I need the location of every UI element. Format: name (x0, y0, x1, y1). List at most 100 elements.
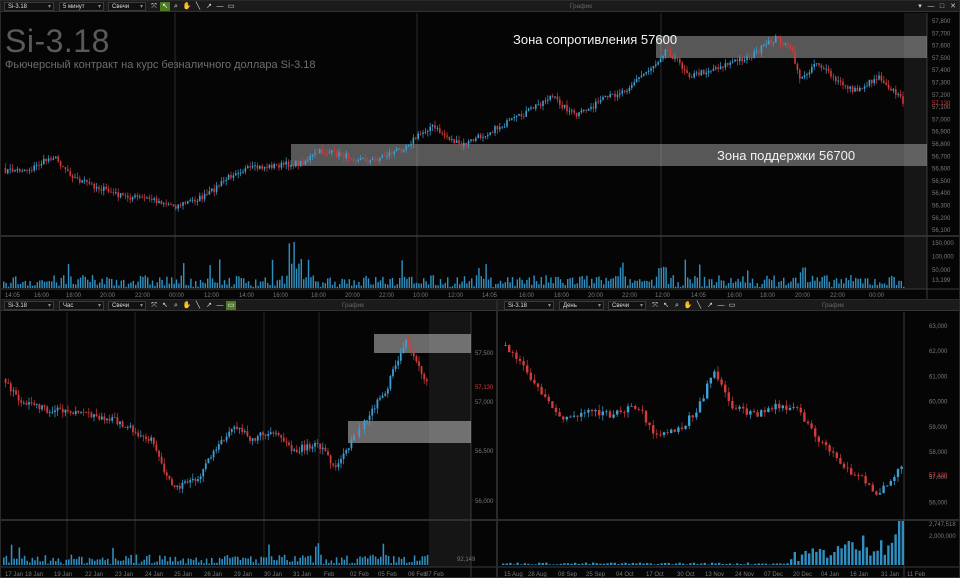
candle (691, 77, 693, 78)
candle (895, 89, 897, 95)
rect-icon[interactable]: ▭ (227, 3, 235, 10)
candle (141, 196, 143, 198)
candle (184, 481, 186, 483)
pointer-icon[interactable]: ⤧ (151, 3, 157, 10)
volume-bar (754, 563, 757, 565)
main-chart-canvas[interactable]: 57,800 57,700 57,600 57,500 57,400 57,300 57,2… (1, 1, 960, 300)
close-icon[interactable]: ✕ (950, 3, 956, 10)
maximize-icon[interactable]: □ (939, 3, 945, 10)
volume-bar (833, 552, 836, 565)
candle (282, 437, 285, 442)
candle (79, 178, 81, 183)
hourly-chart-pane[interactable]: Si-3.18 Час Свечи ⤧ ↖ ⌕ ✋ ╲ ↗ — ▭ График… (0, 299, 497, 578)
hline-icon[interactable]: — (216, 3, 224, 10)
chart-type-select[interactable]: Свечи (108, 301, 146, 311)
volume-bar (901, 521, 904, 565)
candle (362, 157, 364, 159)
hline-icon[interactable]: — (717, 302, 725, 309)
volume-axis-label: 150,000 (932, 241, 954, 247)
candle (324, 447, 327, 452)
zoom-icon[interactable]: ⌕ (174, 3, 178, 10)
volume-bar (822, 550, 825, 565)
volume-bar (790, 281, 792, 288)
pointer-icon[interactable]: ⤧ (652, 302, 658, 309)
cursor-icon[interactable]: ↖ (160, 2, 170, 11)
candle (340, 459, 342, 464)
time-axis-label: 24 Nov (735, 572, 754, 578)
line-icon[interactable]: ╲ (696, 302, 702, 309)
line-icon[interactable]: ╲ (195, 3, 201, 10)
candle (131, 197, 134, 200)
rect-icon[interactable]: ▭ (226, 301, 236, 310)
rect-icon[interactable]: ▭ (728, 302, 736, 309)
candle (842, 81, 844, 86)
volume-bar (21, 558, 23, 565)
cursor-icon[interactable]: ↖ (663, 302, 669, 309)
pointer-icon[interactable]: ⤧ (151, 302, 157, 309)
cursor-icon[interactable]: ↖ (162, 302, 168, 309)
minimize-icon[interactable]: — (927, 3, 935, 10)
candle (67, 169, 69, 172)
candle (259, 432, 262, 437)
candle (191, 478, 194, 481)
candle (472, 139, 475, 141)
volume-bar (137, 281, 139, 288)
candle (112, 192, 115, 194)
interval-select[interactable]: Час (59, 301, 104, 311)
volume-bar (240, 278, 243, 288)
hourly-chart-canvas[interactable]: 57,500 57,000 56,500 56,000 57,130 92,149 17 J… (1, 300, 497, 578)
volume-bar (605, 277, 607, 288)
candle (267, 434, 270, 436)
daily-chart-canvas[interactable]: 63,000 62,000 61,000 60,000 59,000 58,000 57,0… (498, 300, 960, 578)
time-axis-label: 20:00 (588, 293, 604, 299)
candle (210, 457, 212, 459)
volume-bar (41, 280, 43, 288)
zoom-icon[interactable]: ⌕ (675, 302, 679, 309)
daily-chart-pane[interactable]: Si-3.18 День Свечи ⤧ ↖ ⌕ ✋ ╲ ↗ — ▭ Графи… (497, 299, 960, 578)
volume-bar (398, 557, 400, 565)
chart-type-select[interactable]: Свечи (108, 2, 146, 12)
arrow-icon[interactable]: ↗ (707, 302, 713, 309)
candle (155, 198, 158, 204)
chart-type-select[interactable]: Свечи (608, 301, 646, 311)
volume-bar (439, 279, 442, 288)
interval-select[interactable]: День (559, 301, 604, 311)
candle (623, 412, 626, 413)
arrow-icon[interactable]: ↗ (206, 302, 212, 309)
volume-bar (325, 559, 327, 565)
candle (331, 150, 333, 153)
symbol-select[interactable]: Si-3.18 (504, 301, 554, 311)
hand-icon[interactable]: ✋ (182, 302, 192, 309)
volume-bar (584, 562, 588, 565)
hline-icon[interactable]: — (216, 302, 224, 309)
candle (95, 187, 98, 189)
volume-bar (577, 563, 580, 565)
volume-bar (223, 280, 226, 288)
volume-bar (764, 563, 768, 565)
candle (225, 436, 228, 441)
hand-icon[interactable]: ✋ (182, 3, 192, 10)
volume-bar (312, 275, 315, 288)
arrow-icon[interactable]: ↗ (206, 3, 212, 10)
candle (168, 475, 171, 480)
candle (787, 42, 789, 45)
time-axis-label: 28 Aug (528, 572, 547, 578)
volume-bar (302, 555, 304, 565)
symbol-select[interactable]: Si-3.18 (4, 2, 54, 12)
candle (813, 63, 815, 67)
line-icon[interactable]: ╲ (195, 302, 201, 309)
candle (810, 423, 813, 429)
volume-bar (257, 563, 260, 565)
main-chart-pane[interactable]: Si-3.18 5 минут Свечи ⤧ ↖ ⌕ ✋ ╲ ↗ — ▭ Гр… (0, 0, 960, 300)
volume-bar (88, 558, 91, 565)
symbol-select[interactable]: Si-3.18 (4, 301, 54, 311)
candle (167, 204, 170, 205)
candle (572, 415, 576, 417)
candle (98, 416, 101, 420)
candle (475, 138, 477, 141)
volume-bar (689, 563, 692, 565)
hand-icon[interactable]: ✋ (683, 302, 693, 309)
interval-select[interactable]: 5 минут (59, 2, 104, 12)
dropdown-icon[interactable]: ▾ (918, 3, 922, 10)
zoom-icon[interactable]: ⌕ (174, 302, 178, 309)
